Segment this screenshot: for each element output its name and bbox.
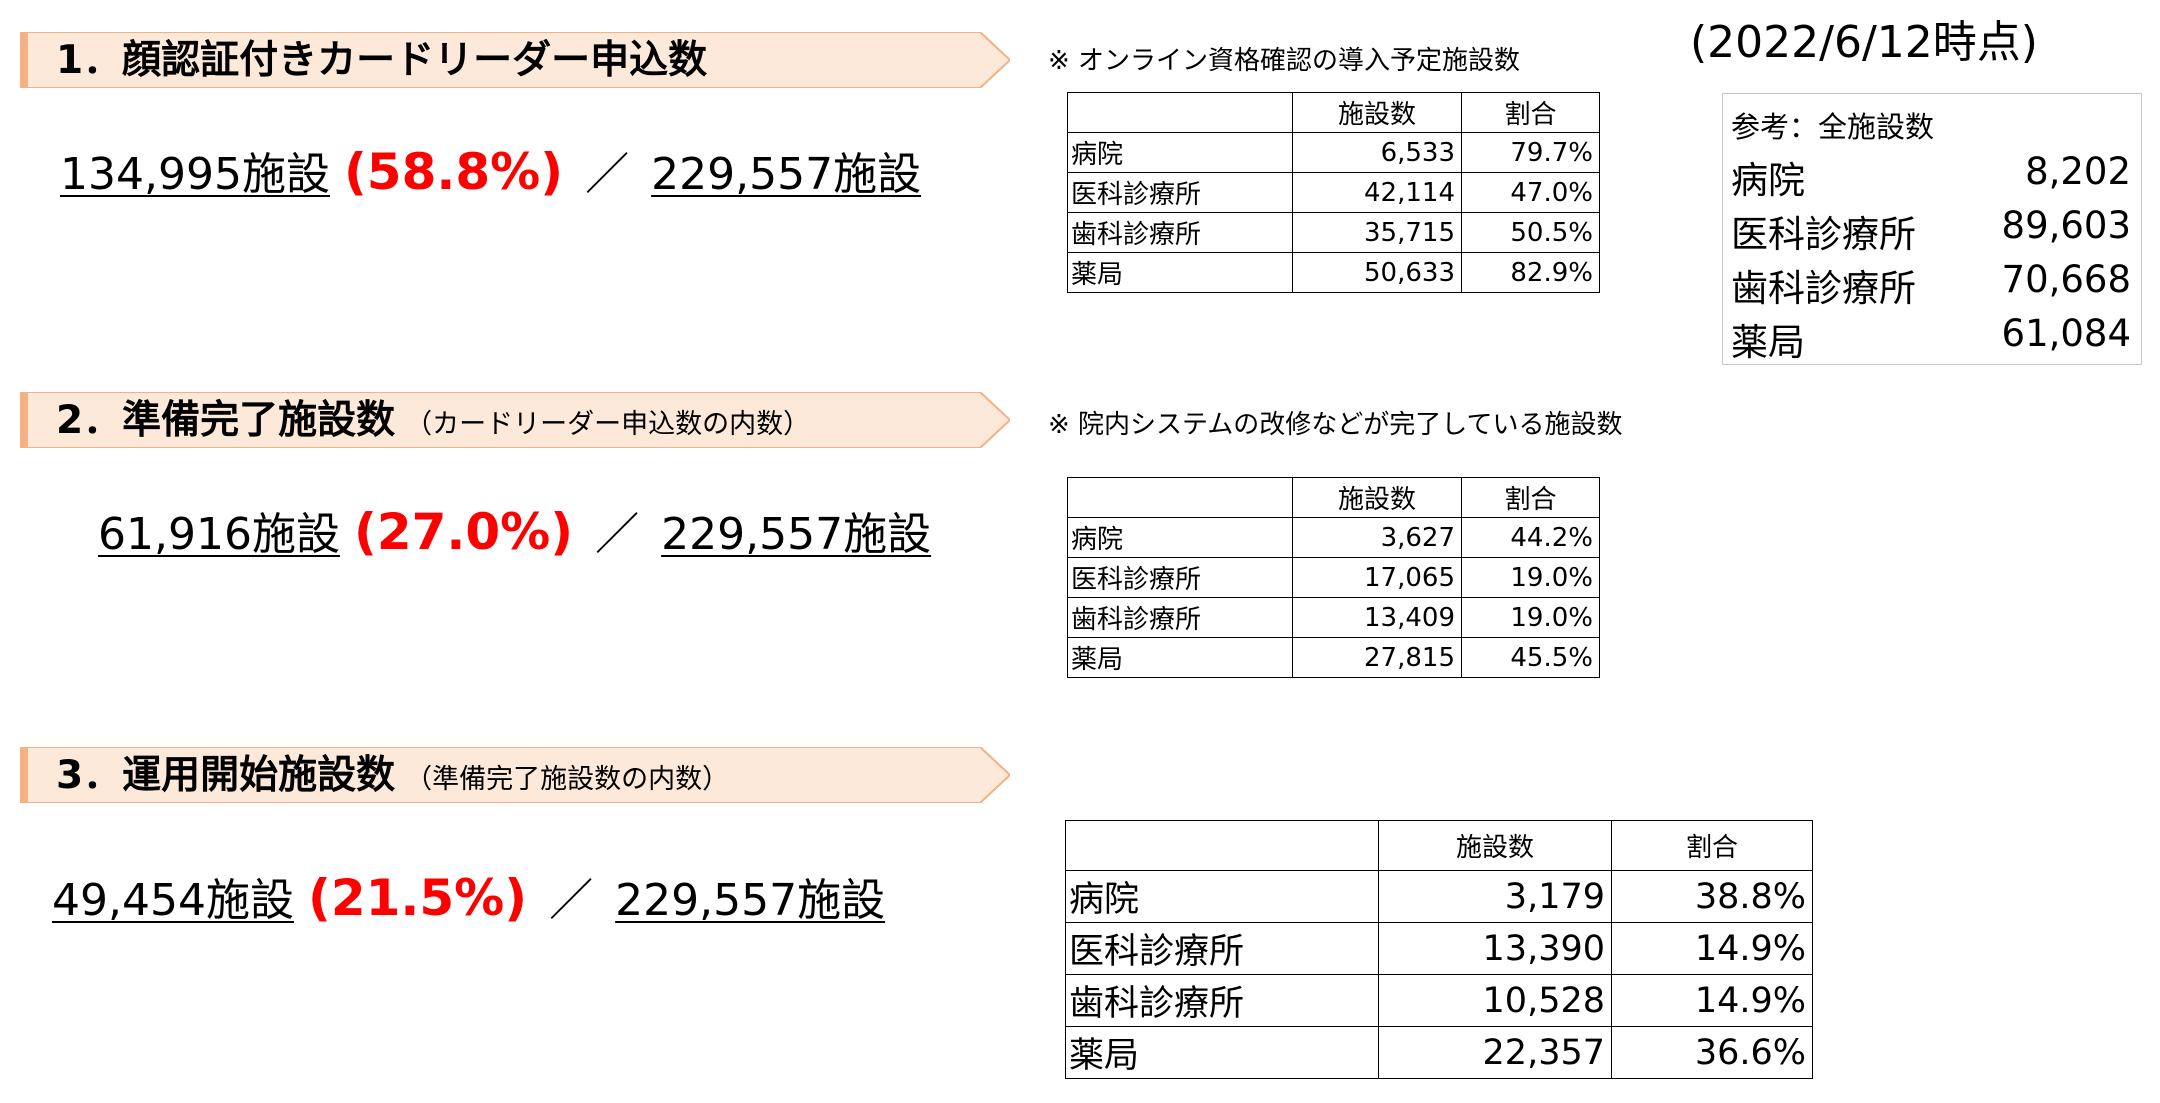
section-1-table: 施設数 割合 病院 6,533 79.7% 医科診療所 42,114 47.0%… — [1067, 92, 1600, 293]
reference-row: 医科診療所 89,603 — [1731, 204, 2131, 256]
section-3-count: 49,454施設 — [52, 875, 294, 926]
table-header-row: 施設数 割合 — [1067, 477, 1600, 518]
table-row: 医科診療所 42,114 47.0% — [1067, 172, 1600, 213]
section-1-separator: ／ — [585, 149, 630, 200]
section-3-separator: ／ — [549, 875, 594, 926]
section-1-stat: 134,995施設 (58.8%) ／ 229,557施設 — [60, 138, 921, 202]
section-2-total: 229,557施設 — [661, 509, 932, 560]
table-row: 病院 3,179 38.8% — [1065, 870, 1813, 923]
section-1-percent: (58.8%) — [343, 143, 564, 201]
section-3-table: 施設数 割合 病院 3,179 38.8% 医科診療所 13,390 14.9%… — [1065, 820, 1813, 1079]
table-row: 歯科診療所 35,715 50.5% — [1067, 212, 1600, 253]
reference-row: 病院 8,202 — [1731, 150, 2131, 202]
section-2-banner: 2．準備完了施設数 （カードリーダー申込数の内数） — [20, 392, 1010, 448]
reference-title: 参考：全施設数 — [1731, 110, 1935, 144]
section-2-table: 施設数 割合 病院 3,627 44.2% 医科診療所 17,065 19.0%… — [1067, 477, 1600, 678]
table-header-row: 施設数 割合 — [1067, 92, 1600, 133]
section-3-banner: 3．運用開始施設数 （準備完了施設数の内数） — [20, 747, 1010, 803]
table-row: 病院 6,533 79.7% — [1067, 132, 1600, 173]
section-3-stat: 49,454施設 (21.5%) ／ 229,557施設 — [52, 864, 885, 928]
section-3-title: 3．運用開始施設数 （準備完了施設数の内数） — [56, 753, 730, 798]
table-row: 病院 3,627 44.2% — [1067, 517, 1600, 558]
section-1-banner: 1．顔認証付きカードリーダー申込数 — [20, 32, 1010, 88]
banner-arrow-shape — [20, 32, 1010, 88]
table-row: 歯科診療所 10,528 14.9% — [1065, 974, 1813, 1027]
section-2-percent: (27.0%) — [353, 503, 574, 561]
table-row: 薬局 22,357 36.6% — [1065, 1026, 1813, 1079]
section-2-note: ※ 院内システムの改修などが完了している施設数 — [1048, 410, 1623, 440]
date-stamp: (2022/6/12時点) — [1690, 17, 2038, 68]
section-3-percent: (21.5%) — [307, 869, 528, 927]
section-3-total: 229,557施設 — [615, 875, 886, 926]
section-1-title: 1．顔認証付きカードリーダー申込数 — [56, 38, 708, 83]
banner-arrow-shape — [20, 747, 1010, 803]
section-1-count: 134,995施設 — [60, 149, 330, 200]
reference-row: 薬局 61,084 — [1731, 312, 2131, 364]
reference-row: 歯科診療所 70,668 — [1731, 258, 2131, 310]
section-2-stat: 61,916施設 (27.0%) ／ 229,557施設 — [98, 498, 931, 562]
section-2-count: 61,916施設 — [98, 509, 340, 560]
table-row: 歯科診療所 13,409 19.0% — [1067, 597, 1600, 638]
reference-box: 参考：全施設数 病院 8,202 医科診療所 89,603 歯科診療所 70,6… — [1722, 93, 2142, 365]
section-2-title: 2．準備完了施設数 （カードリーダー申込数の内数） — [56, 398, 811, 443]
table-row: 医科診療所 13,390 14.9% — [1065, 922, 1813, 975]
table-header-row: 施設数 割合 — [1065, 820, 1813, 871]
table-row: 医科診療所 17,065 19.0% — [1067, 557, 1600, 598]
table-row: 薬局 50,633 82.9% — [1067, 252, 1600, 293]
section-1-total: 229,557施設 — [651, 149, 922, 200]
banner-arrow-shape — [20, 392, 1010, 448]
table-row: 薬局 27,815 45.5% — [1067, 637, 1600, 678]
section-1-note: ※ オンライン資格確認の導入予定施設数 — [1048, 46, 1521, 76]
section-2-separator: ／ — [595, 509, 640, 560]
